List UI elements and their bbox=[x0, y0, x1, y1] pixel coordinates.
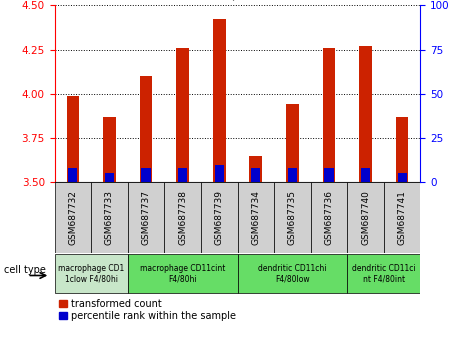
Text: GSM687738: GSM687738 bbox=[178, 190, 187, 245]
Text: dendritic CD11chi
F4/80low: dendritic CD11chi F4/80low bbox=[258, 264, 327, 283]
FancyBboxPatch shape bbox=[128, 254, 238, 293]
FancyBboxPatch shape bbox=[164, 182, 201, 253]
Bar bbox=[176, 48, 189, 182]
Bar bbox=[66, 96, 79, 182]
FancyBboxPatch shape bbox=[238, 254, 347, 293]
Text: GSM687735: GSM687735 bbox=[288, 190, 297, 245]
Text: cell type: cell type bbox=[4, 266, 46, 275]
Text: GSM687736: GSM687736 bbox=[324, 190, 333, 245]
Text: GSM687739: GSM687739 bbox=[215, 190, 224, 245]
FancyBboxPatch shape bbox=[311, 182, 347, 253]
Text: GSM687741: GSM687741 bbox=[398, 190, 407, 245]
FancyBboxPatch shape bbox=[347, 254, 420, 293]
Bar bbox=[323, 48, 335, 182]
Bar bbox=[359, 46, 372, 182]
Text: GSM687734: GSM687734 bbox=[251, 190, 260, 245]
Bar bbox=[286, 104, 299, 182]
FancyBboxPatch shape bbox=[91, 182, 128, 253]
Title: GDS4369 / 10338438: GDS4369 / 10338438 bbox=[163, 0, 312, 1]
Bar bbox=[251, 168, 260, 182]
Bar bbox=[140, 76, 152, 182]
FancyBboxPatch shape bbox=[55, 182, 91, 253]
Bar bbox=[361, 168, 370, 182]
Bar bbox=[288, 168, 297, 182]
FancyBboxPatch shape bbox=[201, 182, 238, 253]
Legend: transformed count, percentile rank within the sample: transformed count, percentile rank withi… bbox=[59, 299, 236, 321]
Bar bbox=[68, 168, 77, 182]
Bar bbox=[178, 168, 187, 182]
FancyBboxPatch shape bbox=[274, 182, 311, 253]
Text: dendritic CD11ci
nt F4/80int: dendritic CD11ci nt F4/80int bbox=[352, 264, 416, 283]
Bar bbox=[105, 173, 114, 182]
Bar bbox=[249, 156, 262, 182]
FancyBboxPatch shape bbox=[55, 254, 128, 293]
Bar bbox=[396, 117, 408, 182]
Bar bbox=[142, 168, 151, 182]
Bar bbox=[398, 173, 407, 182]
FancyBboxPatch shape bbox=[384, 182, 420, 253]
Text: macrophage CD11cint
F4/80hi: macrophage CD11cint F4/80hi bbox=[140, 264, 225, 283]
Bar bbox=[324, 168, 333, 182]
Bar bbox=[103, 117, 116, 182]
Bar bbox=[215, 165, 224, 182]
Text: GSM687737: GSM687737 bbox=[142, 190, 151, 245]
Text: GSM687733: GSM687733 bbox=[105, 190, 114, 245]
FancyBboxPatch shape bbox=[238, 182, 274, 253]
Text: GSM687740: GSM687740 bbox=[361, 190, 370, 245]
Text: GSM687732: GSM687732 bbox=[68, 190, 77, 245]
Bar bbox=[213, 19, 226, 182]
Text: macrophage CD1
1clow F4/80hi: macrophage CD1 1clow F4/80hi bbox=[58, 264, 124, 283]
FancyBboxPatch shape bbox=[347, 182, 384, 253]
FancyBboxPatch shape bbox=[128, 182, 164, 253]
